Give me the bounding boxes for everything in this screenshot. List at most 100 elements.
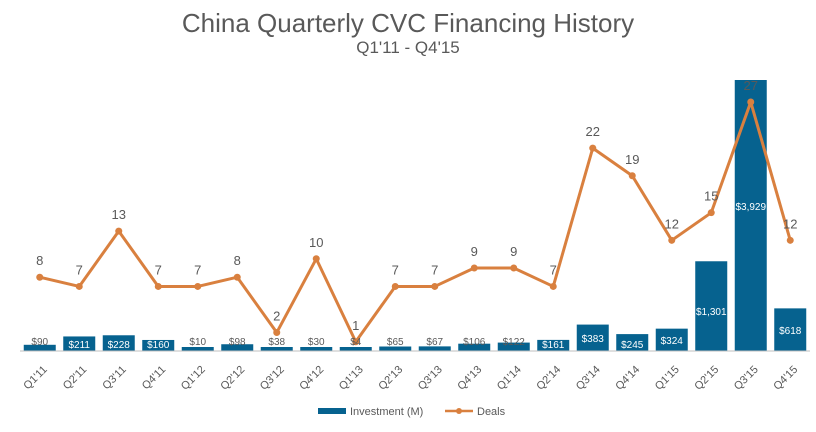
x-tick-label: Q1'14 bbox=[495, 364, 524, 393]
bar bbox=[616, 334, 649, 351]
legend-marker-deals bbox=[456, 408, 462, 414]
x-tick-label: Q3'14 bbox=[574, 364, 603, 393]
deals-point bbox=[352, 338, 360, 346]
bar-data-label: $10 bbox=[189, 337, 206, 348]
bar-data-label: $245 bbox=[621, 340, 644, 351]
x-tick-label: Q1'11 bbox=[21, 364, 49, 392]
bar-data-label: $38 bbox=[268, 337, 285, 348]
bar bbox=[339, 347, 372, 351]
deals-point bbox=[154, 282, 162, 290]
legend-label-deals: Deals bbox=[477, 406, 506, 418]
bar bbox=[774, 308, 807, 351]
bar bbox=[379, 346, 412, 351]
deals-point bbox=[391, 282, 399, 290]
deals-point bbox=[747, 98, 755, 106]
bar-data-label: $324 bbox=[661, 336, 684, 347]
deals-data-label: 13 bbox=[112, 207, 126, 222]
chart-subtitle: Q1'11 - Q4'15 bbox=[356, 38, 460, 57]
deals-data-label: 12 bbox=[665, 216, 679, 231]
x-tick-label: Q2'11 bbox=[61, 364, 89, 392]
deals-point bbox=[312, 255, 320, 263]
deals-data-label: 1 bbox=[352, 318, 359, 333]
deals-point bbox=[115, 227, 123, 235]
deals-data-label: 10 bbox=[309, 235, 323, 250]
bar-data-label: $228 bbox=[108, 340, 131, 351]
x-tick-label: Q2'12 bbox=[218, 364, 247, 393]
x-tick-label: Q3'15 bbox=[732, 364, 761, 393]
bar bbox=[655, 328, 688, 351]
bars-layer bbox=[23, 80, 807, 351]
deals-data-label: 9 bbox=[510, 244, 517, 259]
deals-data-label: 7 bbox=[431, 262, 438, 277]
x-tick-label: Q2'14 bbox=[534, 364, 563, 393]
deals-point bbox=[75, 282, 83, 290]
x-tick-label: Q4'13 bbox=[455, 364, 484, 393]
x-tick-label: Q3'12 bbox=[258, 364, 287, 393]
deals-point bbox=[510, 264, 518, 272]
bar-data-label: $383 bbox=[582, 334, 605, 345]
bar-data-label: $1,301 bbox=[696, 307, 727, 318]
bar-data-label: $4 bbox=[350, 337, 362, 348]
deals-data-label: 12 bbox=[783, 216, 797, 231]
bar bbox=[734, 80, 767, 351]
x-tick-label: Q4'14 bbox=[613, 364, 642, 393]
legend-label-investment: Investment (M) bbox=[350, 406, 423, 418]
labels-layer: 8 $90 7 $211 13 $228 7 $160 7 $10 8 $98 2 $38 10 $30 1 $4… bbox=[31, 78, 801, 351]
bar bbox=[260, 347, 293, 351]
bar bbox=[695, 261, 728, 351]
x-tick-label: Q3'11 bbox=[100, 364, 128, 392]
deals-point bbox=[194, 282, 202, 290]
bar-data-label: $98 bbox=[229, 337, 246, 348]
deals-data-label: 7 bbox=[194, 262, 201, 277]
x-tick-label: Q2'13 bbox=[376, 364, 405, 393]
deals-point bbox=[628, 172, 636, 180]
x-tick-label: Q4'15 bbox=[771, 364, 800, 393]
x-tick-label: Q3'13 bbox=[416, 364, 445, 393]
legend-swatch-investment bbox=[318, 408, 346, 414]
deals-point bbox=[707, 209, 715, 217]
deals-point bbox=[431, 282, 439, 290]
x-tick-label: Q1'12 bbox=[179, 364, 208, 393]
deals-point bbox=[589, 144, 597, 152]
deals-point bbox=[668, 236, 676, 244]
deals-data-label: 2 bbox=[273, 309, 280, 324]
bar bbox=[102, 335, 135, 351]
bar bbox=[181, 347, 214, 351]
x-tick-label: Q4'12 bbox=[297, 364, 326, 393]
bar-data-label: $161 bbox=[542, 340, 565, 351]
deals-data-label: 27 bbox=[744, 78, 758, 93]
x-axis: Q1'11 Q2'11 Q3'11 Q4'11 Q1'12 Q2'12 Q3'12 Q4'12… bbox=[20, 350, 810, 393]
deals-data-label: 8 bbox=[36, 253, 43, 268]
bar-data-label: $3,929 bbox=[735, 202, 766, 213]
x-tick-label: Q1'15 bbox=[653, 364, 682, 393]
bar-data-label: $211 bbox=[68, 340, 90, 351]
bar-data-label: $106 bbox=[463, 337, 486, 348]
bar-data-label: $90 bbox=[31, 337, 48, 348]
bar bbox=[497, 342, 530, 351]
bar bbox=[300, 347, 333, 351]
deals-point bbox=[786, 236, 794, 244]
bar-data-label: $30 bbox=[308, 337, 325, 348]
deals-data-label: 19 bbox=[625, 152, 639, 167]
bar-data-label: $160 bbox=[147, 340, 170, 351]
bar bbox=[221, 344, 254, 351]
bar bbox=[418, 346, 451, 351]
bar bbox=[458, 343, 491, 351]
x-tick-label: Q2'15 bbox=[692, 364, 721, 393]
deals-data-label: 15 bbox=[704, 189, 718, 204]
deals-data-label: 7 bbox=[155, 262, 162, 277]
deals-data-label: 7 bbox=[392, 262, 399, 277]
bar bbox=[63, 336, 96, 351]
line-layer bbox=[36, 98, 794, 346]
bar bbox=[142, 339, 175, 351]
deals-data-label: 7 bbox=[550, 262, 557, 277]
deals-point bbox=[273, 329, 281, 337]
bar-data-label: $67 bbox=[426, 337, 443, 348]
legend: Investment (M) Deals bbox=[318, 406, 506, 418]
deals-point bbox=[549, 282, 557, 290]
deals-data-label: 8 bbox=[234, 253, 241, 268]
deals-data-label: 9 bbox=[471, 244, 478, 259]
deals-data-label: 22 bbox=[586, 124, 600, 139]
